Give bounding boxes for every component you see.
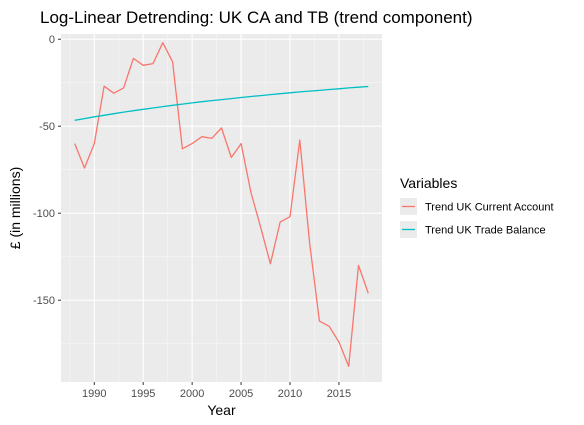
x-tick-label: 2000: [180, 388, 204, 400]
y-axis-title: £ (in millions): [7, 167, 23, 249]
grid-lines: [61, 34, 382, 382]
x-tick-label: 2010: [278, 388, 302, 400]
x-tick-label: 2005: [229, 388, 253, 400]
legend-label: Trend UK Current Account: [425, 202, 554, 214]
x-tick-label: 1995: [131, 388, 155, 400]
y-tick-label: 0: [49, 34, 55, 46]
series-line-2: [74, 85, 369, 121]
legend-label: Trend UK Trade Balance: [425, 225, 546, 237]
y-axis: 0 -50 -100 -150: [33, 34, 61, 307]
y-tick-label: -50: [39, 121, 55, 133]
x-tick-label: 1990: [82, 388, 106, 400]
y-tick-label: -100: [33, 208, 55, 220]
legend: Variables Trend UK Current Account Trend …: [400, 175, 554, 238]
y-tick-label: -150: [33, 295, 55, 307]
x-tick-label: 2015: [327, 388, 351, 400]
series-lines: [74, 42, 369, 367]
series-line-1: [74, 42, 369, 367]
plot-panel: [61, 34, 382, 382]
x-axis: 1990 1995 2000 2005 2010 2015: [82, 382, 351, 400]
legend-title: Variables: [400, 175, 457, 191]
x-axis-title: Year: [207, 402, 236, 418]
chart-title: Log-Linear Detrending: UK CA and TB (tre…: [40, 8, 473, 27]
